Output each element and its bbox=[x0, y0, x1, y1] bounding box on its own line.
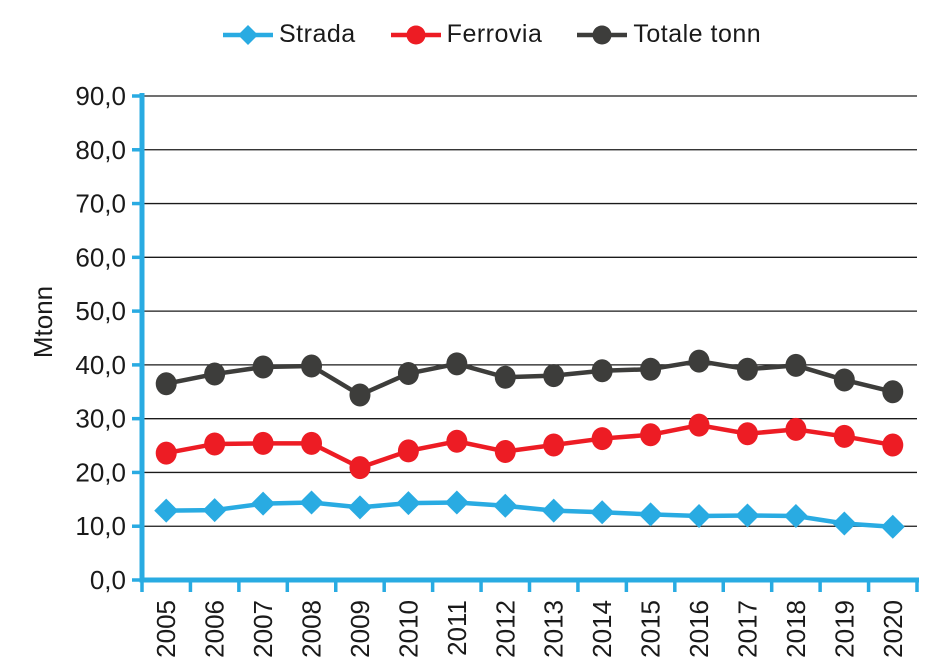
series-line-strada bbox=[166, 500, 893, 530]
x-axis-tick-label: 2008 bbox=[297, 600, 327, 658]
series-line-ferrovia bbox=[165, 422, 894, 471]
data-point-ferrovia-2016 bbox=[688, 413, 710, 437]
data-point-totale-tonn-2015 bbox=[640, 357, 662, 381]
legend-item-totale: Totale tonn bbox=[576, 20, 761, 49]
y-axis-tick-label: 20,0 bbox=[75, 457, 126, 487]
x-axis-tick-label: 2018 bbox=[781, 600, 811, 658]
y-axis-tick-label: 40,0 bbox=[75, 350, 126, 380]
data-point-totale-tonn-2005 bbox=[155, 372, 177, 396]
data-point-ferrovia-2008 bbox=[301, 431, 323, 455]
totale-line-circle-icon bbox=[577, 25, 628, 44]
data-point-ferrovia-2017 bbox=[736, 422, 758, 446]
data-point-strada-2005 bbox=[154, 498, 179, 523]
x-axis-tick-label: 2007 bbox=[248, 600, 278, 658]
data-point-ferrovia-2018 bbox=[785, 417, 807, 441]
data-point-strada-2014 bbox=[590, 500, 615, 525]
x-axis-tick-label: 2020 bbox=[878, 600, 908, 658]
data-point-totale-tonn-2012 bbox=[494, 365, 516, 389]
data-point-totale-tonn-2008 bbox=[301, 354, 323, 378]
data-point-ferrovia-2015 bbox=[640, 423, 662, 447]
x-axis-tick-label: 2006 bbox=[200, 600, 230, 658]
x-axis-tick-label: 2005 bbox=[151, 600, 181, 658]
ferrovia-line-circle-icon bbox=[390, 25, 441, 44]
data-point-strada-2016 bbox=[687, 504, 712, 529]
x-axis-tick-label: 2019 bbox=[829, 600, 859, 658]
data-point-strada-2009 bbox=[347, 495, 372, 520]
chart-legend: Strada Ferrovia Totale tonn bbox=[222, 20, 761, 49]
data-point-totale-tonn-2018 bbox=[785, 353, 807, 377]
legend-label-ferrovia: Ferrovia bbox=[446, 20, 543, 48]
data-point-totale-tonn-2009 bbox=[349, 383, 371, 407]
data-point-ferrovia-2020 bbox=[882, 433, 904, 457]
x-axis-tick-label: 2015 bbox=[636, 600, 666, 658]
data-point-strada-2015 bbox=[638, 502, 663, 527]
data-point-totale-tonn-2006 bbox=[204, 362, 226, 386]
data-point-ferrovia-2014 bbox=[591, 427, 613, 451]
legend-label-strada: Strada bbox=[279, 20, 356, 48]
data-point-strada-2006 bbox=[202, 498, 227, 523]
data-point-ferrovia-2006 bbox=[204, 432, 226, 456]
data-point-strada-2008 bbox=[299, 490, 324, 515]
data-point-totale-tonn-2020 bbox=[882, 380, 904, 404]
data-point-totale-tonn-2010 bbox=[397, 361, 419, 385]
data-point-ferrovia-2012 bbox=[494, 439, 516, 463]
data-point-totale-tonn-2013 bbox=[543, 364, 565, 388]
strada-line-diamond-icon bbox=[223, 24, 273, 45]
data-point-totale-tonn-2019 bbox=[833, 368, 855, 392]
x-axis-tick-label: 2014 bbox=[587, 600, 617, 658]
data-point-ferrovia-2009 bbox=[349, 456, 371, 480]
data-point-strada-2012 bbox=[493, 493, 518, 518]
y-axis-tick-label: 50,0 bbox=[75, 296, 126, 326]
data-point-ferrovia-2019 bbox=[833, 424, 855, 448]
data-point-ferrovia-2010 bbox=[397, 439, 419, 463]
x-axis-tick-label: 2010 bbox=[393, 600, 423, 658]
data-point-strada-2007 bbox=[251, 491, 276, 516]
data-point-strada-2017 bbox=[735, 503, 760, 528]
y-axis-tick-label: 70,0 bbox=[75, 189, 126, 219]
data-point-ferrovia-2005 bbox=[155, 441, 177, 465]
x-axis-tick-label: 2016 bbox=[684, 600, 714, 658]
data-point-strada-2019 bbox=[832, 511, 857, 536]
data-point-totale-tonn-2007 bbox=[252, 355, 274, 379]
x-axis-tick-label: 2013 bbox=[539, 600, 569, 658]
data-point-totale-tonn-2014 bbox=[591, 359, 613, 383]
data-point-totale-tonn-2011 bbox=[446, 352, 468, 376]
y-axis-tick-label: 30,0 bbox=[75, 404, 126, 434]
y-axis-tick-label: 0,0 bbox=[90, 565, 126, 595]
data-point-ferrovia-2007 bbox=[252, 431, 274, 455]
y-axis-tick-label: 10,0 bbox=[75, 511, 126, 541]
series-line-totale-tonn bbox=[165, 358, 894, 398]
data-point-strada-2011 bbox=[444, 490, 469, 515]
legend-label-totale: Totale tonn bbox=[633, 20, 762, 48]
data-point-strada-2013 bbox=[541, 498, 566, 523]
y-axis-tick-label: 90,0 bbox=[75, 81, 126, 111]
x-axis-tick-label: 2012 bbox=[490, 600, 520, 658]
data-point-totale-tonn-2017 bbox=[736, 357, 758, 381]
legend-item-strada: Strada bbox=[222, 20, 356, 49]
y-axis-tick-label: 80,0 bbox=[75, 135, 126, 165]
x-axis-tick-label: 2009 bbox=[345, 600, 375, 658]
data-point-totale-tonn-2016 bbox=[688, 349, 710, 373]
x-axis-tick-label: 2017 bbox=[732, 600, 762, 658]
x-axis-tick-label: 2011 bbox=[442, 600, 472, 656]
data-point-strada-2010 bbox=[396, 491, 421, 516]
data-point-strada-2018 bbox=[783, 504, 808, 529]
y-axis-tick-label: 60,0 bbox=[75, 242, 126, 272]
data-point-strada-2020 bbox=[880, 514, 905, 539]
data-point-ferrovia-2011 bbox=[446, 429, 468, 453]
y-axis-title: Mtonn bbox=[28, 286, 58, 358]
data-point-ferrovia-2013 bbox=[543, 433, 565, 457]
legend-item-ferrovia: Ferrovia bbox=[390, 20, 543, 49]
